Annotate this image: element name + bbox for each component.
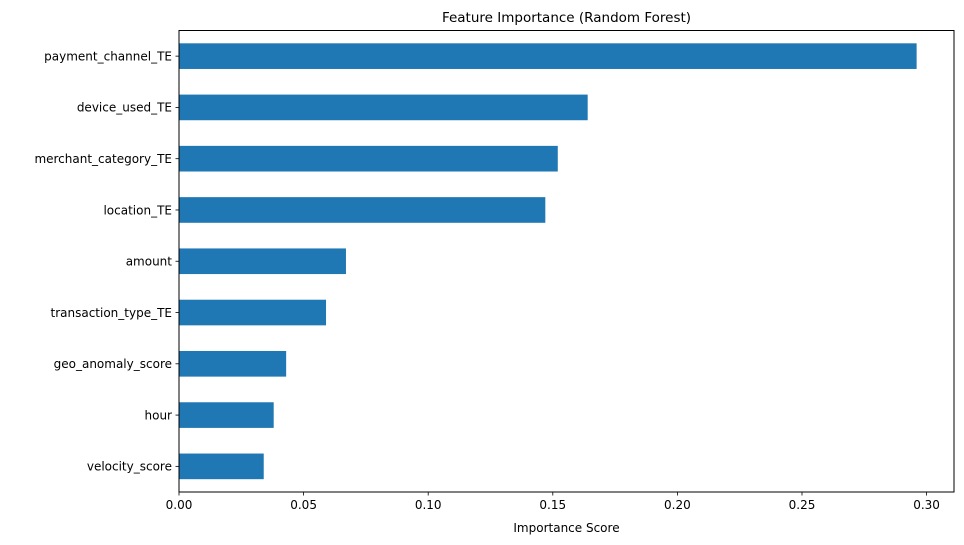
bar-amount (179, 248, 346, 275)
x-tick-label: 0.30 (913, 498, 940, 512)
x-axis-ticks: 0.00 0.05 0.10 0.15 0.20 0.25 0.30 (166, 492, 940, 512)
bars-group (179, 43, 917, 480)
y-tick-label: amount (126, 255, 173, 269)
x-axis-label: Importance Score (513, 521, 619, 535)
bar-merchant_category_TE (179, 145, 558, 172)
bar-location_TE (179, 197, 546, 223)
bar-geo_anomaly_score (179, 350, 287, 377)
plot-frame (178, 30, 955, 493)
x-tick-label: 0.20 (664, 498, 691, 512)
chart-title: Feature Importance (Random Forest) (442, 10, 691, 26)
bar-payment_channel_TE (179, 43, 917, 69)
y-axis-ticks: payment_channel_TE device_used_TE merchant… (34, 49, 179, 474)
x-tick-label: 0.05 (290, 498, 317, 512)
bar-hour (179, 402, 274, 428)
y-tick-label: transaction_type_TE (50, 306, 172, 320)
x-tick-label: 0.25 (789, 498, 816, 512)
x-tick-label: 0.10 (415, 498, 442, 512)
y-tick-label: payment_channel_TE (44, 49, 172, 63)
y-tick-label: velocity_score (87, 460, 172, 474)
y-tick-label: location_TE (103, 203, 172, 217)
bar-velocity_score (179, 453, 264, 480)
y-tick-label: merchant_category_TE (34, 152, 172, 166)
bar-transaction_type_TE (179, 299, 327, 326)
y-tick-label: geo_anomaly_score (54, 357, 172, 371)
bar-device_used_TE (179, 94, 588, 121)
y-tick-label: device_used_TE (77, 101, 172, 115)
y-tick-label: hour (145, 408, 173, 422)
x-tick-label: 0.00 (166, 498, 193, 512)
x-tick-label: 0.15 (539, 498, 566, 512)
